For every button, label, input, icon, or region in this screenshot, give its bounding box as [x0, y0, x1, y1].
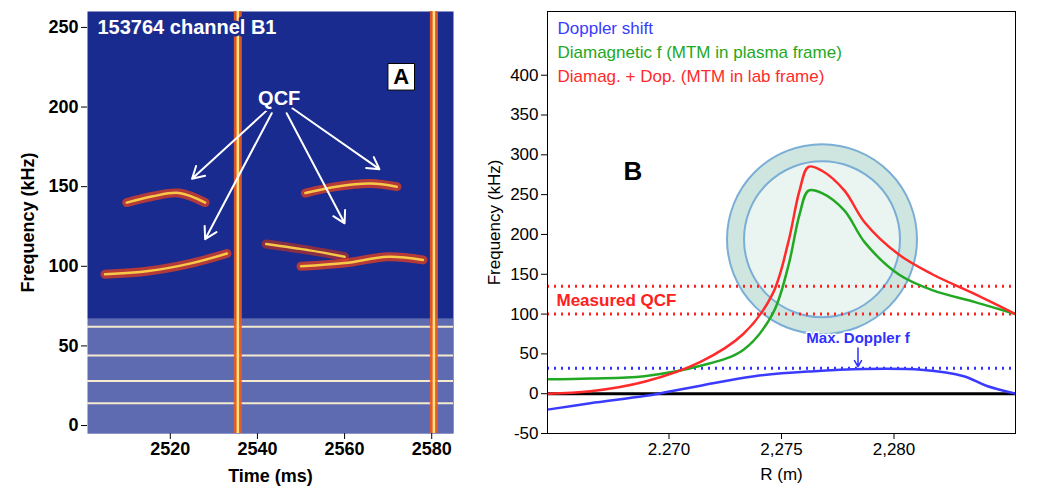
svg-text:0: 0	[68, 415, 78, 435]
svg-text:Frequency (kHz): Frequency (kHz)	[485, 160, 504, 286]
svg-text:2560: 2560	[325, 439, 365, 459]
svg-text:350: 350	[510, 105, 538, 124]
svg-text:Doppler shift: Doppler shift	[558, 19, 654, 38]
svg-text:300: 300	[510, 145, 538, 164]
svg-text:150: 150	[48, 176, 78, 196]
svg-text:2520: 2520	[150, 439, 190, 459]
svg-text:50: 50	[520, 344, 539, 363]
svg-text:200: 200	[510, 225, 538, 244]
svg-text:0: 0	[529, 384, 538, 403]
svg-text:R (m): R (m)	[760, 465, 802, 484]
svg-text:100: 100	[510, 305, 538, 324]
svg-text:153764 channel B1: 153764 channel B1	[98, 16, 277, 38]
svg-text:Frequency (kHz): Frequency (kHz)	[18, 152, 38, 292]
svg-text:200: 200	[48, 97, 78, 117]
svg-text:50: 50	[58, 336, 78, 356]
svg-text:2580: 2580	[412, 439, 452, 459]
svg-text:Diamag. + Dop. (MTM in lab fra: Diamag. + Dop. (MTM in lab frame)	[558, 67, 825, 86]
svg-text:Max. Doppler f: Max. Doppler f	[806, 329, 910, 346]
svg-text:-50: -50	[514, 424, 539, 443]
svg-text:2540: 2540	[237, 439, 277, 459]
svg-text:2,280: 2,280	[873, 440, 916, 459]
svg-text:400: 400	[510, 66, 538, 85]
svg-text:Time (ms): Time (ms)	[228, 466, 313, 486]
svg-text:QCF: QCF	[258, 87, 300, 109]
svg-text:A: A	[393, 64, 409, 89]
svg-text:250: 250	[48, 17, 78, 37]
svg-text:Diamagnetic f (MTM in plasma f: Diamagnetic f (MTM in plasma frame)	[558, 43, 842, 62]
svg-text:150: 150	[510, 265, 538, 284]
svg-text:Measured QCF: Measured QCF	[557, 291, 677, 310]
svg-text:100: 100	[48, 256, 78, 276]
svg-text:2.270: 2.270	[648, 440, 691, 459]
svg-text:250: 250	[510, 185, 538, 204]
svg-text:B: B	[624, 156, 643, 186]
svg-text:2,275: 2,275	[760, 440, 803, 459]
